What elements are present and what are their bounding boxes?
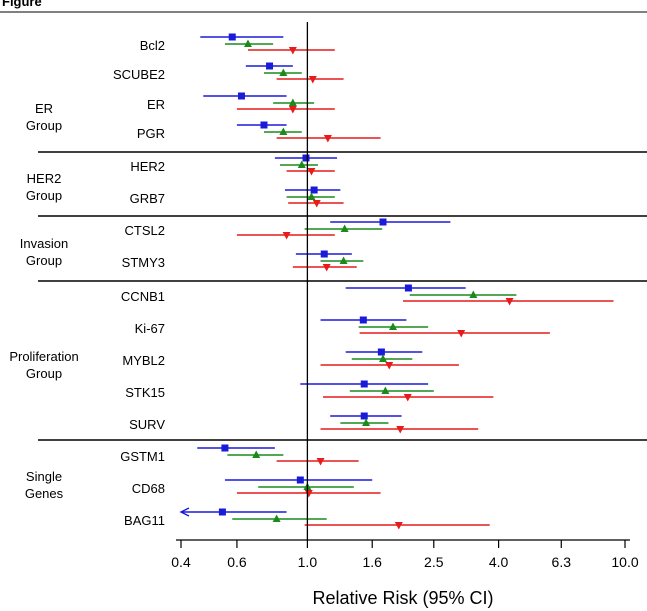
x-tick-label: 0.4	[171, 554, 191, 570]
gene-label: GSTM1	[120, 449, 165, 464]
estimate-triangle-down	[403, 394, 412, 402]
estimate-triangle-down	[307, 168, 316, 176]
estimate-square	[221, 444, 229, 452]
estimate-triangle-down	[385, 362, 394, 370]
estimate-triangle-down	[308, 76, 317, 84]
estimate-triangle-down	[304, 490, 313, 498]
estimate-triangle-down	[323, 135, 332, 143]
estimate-triangle-down	[312, 200, 321, 208]
group-label: Group	[26, 118, 62, 133]
estimate-triangle-up	[272, 514, 281, 522]
x-tick-label: 4.0	[489, 554, 509, 570]
estimate-triangle-up	[279, 68, 288, 76]
x-tick-label: 1.6	[362, 554, 382, 570]
ci-arrow-left	[179, 507, 190, 517]
estimate-triangle-up	[297, 160, 306, 168]
estimate-triangle-up	[252, 450, 261, 458]
gene-label: CTSL2	[125, 223, 165, 238]
estimate-triangle-up	[378, 354, 387, 362]
estimate-triangle-down	[288, 106, 297, 114]
estimate-triangle-up	[362, 418, 371, 426]
group-label: HER2	[27, 171, 62, 186]
estimate-square	[302, 154, 310, 162]
estimate-triangle-down	[288, 47, 297, 55]
estimate-square	[377, 348, 385, 356]
estimate-square	[379, 218, 387, 226]
estimate-square	[260, 121, 268, 129]
estimate-square	[296, 476, 304, 484]
group-label: ER	[35, 101, 53, 116]
estimate-triangle-up	[307, 192, 316, 200]
gene-label: PGR	[137, 126, 165, 141]
x-axis-title: Relative Risk (95% CI)	[312, 588, 493, 608]
group-label: Invasion	[20, 236, 68, 251]
estimate-square	[404, 284, 412, 292]
gene-label: SURV	[129, 417, 165, 432]
group-label: Group	[26, 253, 62, 268]
estimate-triangle-up	[340, 224, 349, 232]
gene-label: Bcl2	[140, 38, 165, 53]
estimate-triangle-up	[243, 39, 252, 47]
gene-label: STK15	[125, 385, 165, 400]
estimate-triangle-down	[396, 426, 405, 434]
estimate-triangle-down	[282, 232, 291, 240]
estimate-square	[320, 250, 328, 258]
estimate-square	[228, 33, 236, 41]
estimate-triangle-up	[279, 127, 288, 135]
estimate-triangle-up	[381, 386, 390, 394]
figure-label: Figure	[2, 0, 42, 9]
gene-label: CD68	[132, 481, 165, 496]
gene-label: CCNB1	[121, 289, 165, 304]
estimate-square	[266, 62, 274, 70]
estimate-triangle-up	[288, 98, 297, 106]
group-label: Single	[26, 469, 62, 484]
gene-label: HER2	[130, 159, 165, 174]
estimate-triangle-up	[469, 290, 478, 298]
estimate-square	[359, 316, 367, 324]
group-label: Proliferation	[9, 349, 78, 364]
estimate-square	[237, 92, 245, 100]
estimate-triangle-up	[388, 322, 397, 330]
estimate-triangle-down	[322, 264, 331, 272]
gene-label: ER	[147, 97, 165, 112]
estimate-triangle-down	[394, 522, 403, 530]
x-tick-label: 6.3	[552, 554, 572, 570]
group-label: Group	[26, 366, 62, 381]
x-tick-label: 10.0	[611, 554, 638, 570]
estimate-square	[360, 380, 368, 388]
gene-label: SCUBE2	[113, 67, 165, 82]
estimate-triangle-down	[316, 458, 325, 466]
gene-label: STMY3	[122, 255, 165, 270]
estimate-square	[360, 412, 368, 420]
estimate-square	[310, 186, 318, 194]
estimate-triangle-down	[505, 298, 514, 306]
estimate-triangle-down	[457, 330, 466, 338]
x-tick-label: 0.6	[227, 554, 247, 570]
group-label: Group	[26, 188, 62, 203]
estimate-square	[218, 508, 226, 516]
x-tick-label: 2.5	[424, 554, 444, 570]
x-tick-label: 1.0	[298, 554, 318, 570]
gene-label: Ki-67	[135, 321, 165, 336]
gene-label: MYBL2	[122, 353, 165, 368]
gene-label: GRB7	[130, 191, 165, 206]
group-label: Genes	[25, 486, 64, 501]
estimate-triangle-up	[339, 256, 348, 264]
gene-label: BAG11	[124, 513, 165, 528]
